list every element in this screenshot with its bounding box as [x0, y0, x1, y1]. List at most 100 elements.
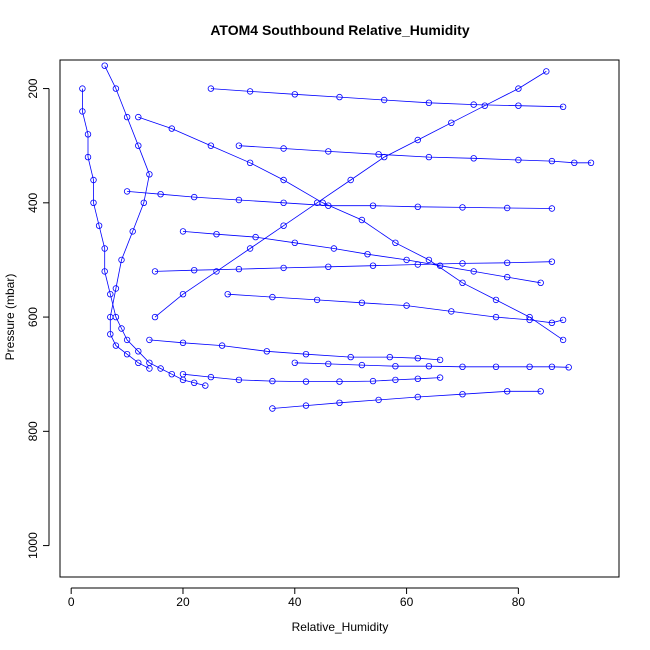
- data-point: [336, 93, 343, 101]
- data-point: [375, 151, 382, 158]
- data-point: [548, 319, 556, 326]
- x-tick-label: 20: [176, 595, 190, 609]
- series-5: [146, 336, 444, 364]
- data-point: [190, 379, 198, 386]
- data-point: [425, 363, 433, 370]
- series-line: [294, 362, 569, 368]
- y-axis: 200 400 600 800 1000: [26, 78, 50, 559]
- data-point: [459, 260, 466, 267]
- series-line: [149, 339, 441, 361]
- series-line: [127, 191, 552, 209]
- data-point: [235, 196, 243, 204]
- data-point: [118, 325, 125, 332]
- data-point: [504, 204, 511, 212]
- data-point: [375, 396, 382, 404]
- data-point: [123, 336, 131, 344]
- data-point: [537, 279, 544, 286]
- data-point: [358, 299, 366, 306]
- series-line: [182, 231, 541, 284]
- data-point: [90, 176, 97, 184]
- data-point: [202, 382, 209, 389]
- data-point: [146, 171, 153, 178]
- data-point: [414, 136, 421, 144]
- data-point: [207, 142, 215, 149]
- data-point: [571, 159, 578, 166]
- data-point: [84, 131, 92, 138]
- data-point: [269, 405, 276, 412]
- data-point: [330, 245, 338, 252]
- data-point: [313, 296, 321, 304]
- series-line: [182, 373, 441, 383]
- series-7: [269, 388, 544, 412]
- data-point: [291, 91, 298, 98]
- data-point: [515, 156, 522, 164]
- data-point: [101, 268, 108, 275]
- data-point: [129, 228, 136, 235]
- series-line: [227, 293, 564, 324]
- data-point: [414, 375, 421, 382]
- data-point: [325, 263, 332, 270]
- data-point: [336, 399, 343, 406]
- data-point: [207, 85, 215, 92]
- series-3: [151, 68, 550, 321]
- data-point: [459, 391, 466, 398]
- data-point: [179, 228, 187, 235]
- data-point: [358, 361, 366, 369]
- data-point: [252, 233, 259, 241]
- data-point: [425, 256, 433, 264]
- series-line: [154, 71, 547, 318]
- data-point: [246, 88, 254, 95]
- data-point: [515, 102, 522, 109]
- data-point: [347, 353, 354, 361]
- data-point: [448, 119, 455, 126]
- data-point: [436, 262, 444, 269]
- data-point: [112, 342, 120, 349]
- data-point: [101, 245, 108, 252]
- x-tick-label: 40: [288, 595, 302, 609]
- data-point: [459, 363, 466, 370]
- data-point: [123, 113, 131, 121]
- data-point: [448, 308, 455, 315]
- data-point: [526, 363, 533, 370]
- data-point: [425, 153, 433, 161]
- data-point: [123, 351, 131, 358]
- data-point: [436, 356, 444, 364]
- data-point: [291, 239, 298, 246]
- data-point: [459, 279, 466, 286]
- data-point: [492, 296, 500, 304]
- data-point: [280, 222, 287, 229]
- data-point: [123, 188, 131, 195]
- data-point: [269, 293, 276, 301]
- x-axis-label: Relative_Humidity: [292, 620, 389, 634]
- data-point: [325, 360, 332, 368]
- data-point: [190, 193, 198, 201]
- data-point: [157, 365, 164, 372]
- data-point: [151, 313, 159, 321]
- data-point: [392, 376, 399, 384]
- y-tick-label: 400: [26, 192, 40, 212]
- data-point: [140, 199, 147, 206]
- data-point: [403, 256, 410, 264]
- data-point: [101, 62, 108, 69]
- data-point: [414, 261, 421, 268]
- data-point: [246, 159, 254, 166]
- data-point: [470, 101, 477, 108]
- data-point: [90, 199, 97, 206]
- series-4: [179, 228, 544, 286]
- data-point: [414, 355, 421, 362]
- data-point: [246, 245, 254, 252]
- data-point: [79, 85, 86, 92]
- series-1: [101, 62, 153, 372]
- data-point: [95, 222, 103, 229]
- data-point: [414, 393, 421, 401]
- data-point: [425, 99, 433, 106]
- data-point: [325, 148, 332, 155]
- data-point: [190, 267, 198, 274]
- y-tick-label: 200: [26, 78, 40, 98]
- data-point: [470, 268, 477, 275]
- series-10: [291, 359, 572, 371]
- data-point: [157, 190, 164, 198]
- x-axis: 0 20 40 60 80: [68, 587, 525, 609]
- data-point: [269, 377, 276, 385]
- data-point: [291, 359, 298, 366]
